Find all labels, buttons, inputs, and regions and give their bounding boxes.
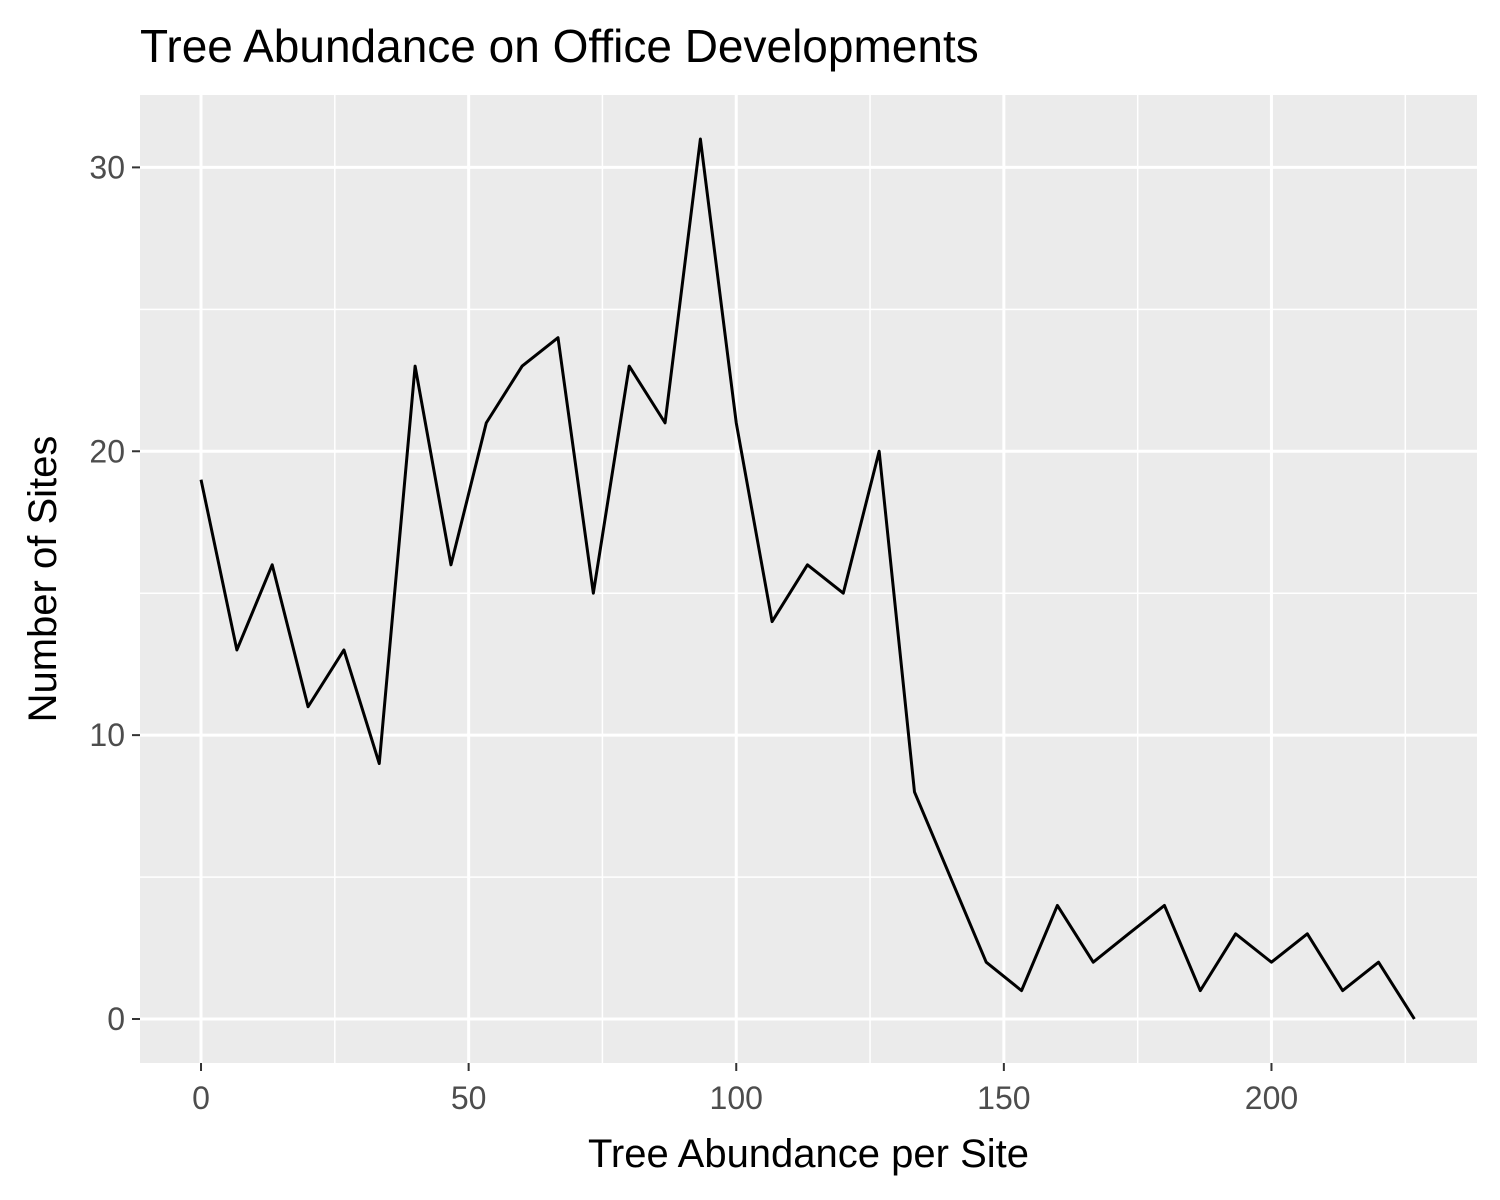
chart-title: Tree Abundance on Office Developments bbox=[140, 20, 979, 72]
x-tick-label: 0 bbox=[192, 1080, 210, 1116]
series-layer bbox=[199, 137, 1416, 1020]
x-tick-label: 150 bbox=[977, 1080, 1030, 1116]
x-axis: 0 50 100 150 200 bbox=[192, 1063, 1298, 1116]
y-axis: 0 10 20 30 bbox=[89, 149, 140, 1037]
plot-panel bbox=[140, 95, 1477, 1063]
major-gridlines bbox=[140, 95, 1477, 1063]
x-axis-title: Tree Abundance per Site bbox=[588, 1132, 1029, 1176]
y-tick-label: 10 bbox=[89, 717, 125, 753]
y-tick-label: 20 bbox=[89, 433, 125, 469]
x-tick-label: 50 bbox=[451, 1080, 487, 1116]
y-axis-title: Number of Sites bbox=[21, 436, 65, 723]
x-tick-label: 200 bbox=[1245, 1080, 1298, 1116]
y-tick-label: 0 bbox=[107, 1001, 125, 1037]
minor-gridlines bbox=[140, 95, 1477, 1063]
series-line bbox=[199, 137, 1416, 1020]
y-tick-label: 30 bbox=[89, 149, 125, 185]
x-tick-label: 100 bbox=[710, 1080, 763, 1116]
